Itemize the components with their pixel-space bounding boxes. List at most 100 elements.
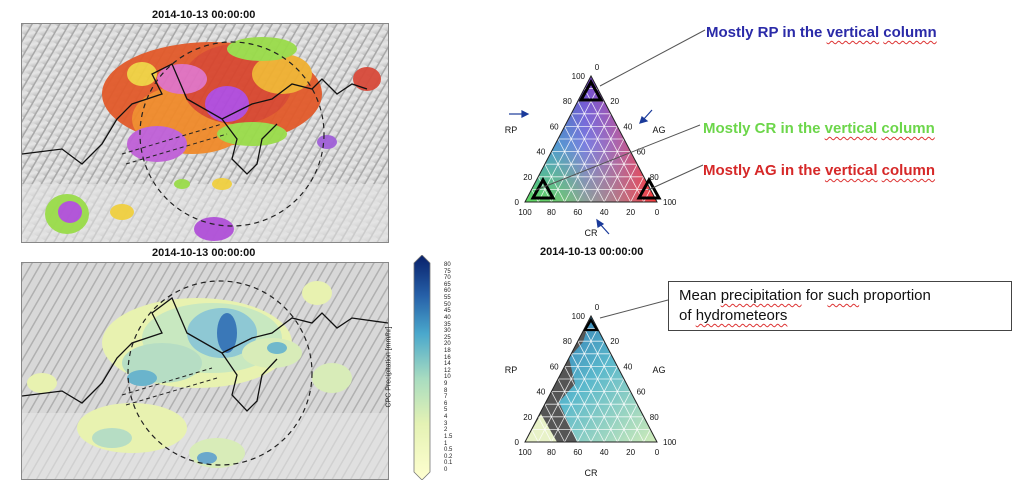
ternary-left-tick: 100 <box>572 72 586 81</box>
ternary-left-tick: 0 <box>515 438 520 447</box>
annotation-cr-word2: column <box>881 120 935 137</box>
mean-box-l2u: hydrometeors <box>695 307 788 324</box>
colorbar-tick-label: 20 <box>444 341 451 348</box>
ternary-grid-line <box>564 353 612 443</box>
ternary-top-svg: 0 0 20 40 60 80 100 20 40 60 80 100 100 80 60 40 20 0 RP AG… <box>505 63 677 238</box>
ternary-left-tick: 60 <box>550 122 559 131</box>
ternary-timestamp: 2014-10-13 00:00:00 <box>540 246 644 258</box>
annotation-ag-word1: vertical <box>824 162 878 179</box>
colorbar-tick-label: 35 <box>444 321 451 328</box>
ternary-bottom-tick: 0 <box>655 208 660 217</box>
colorbar-tick-label: 0.5 <box>444 447 453 454</box>
ternary-grid-line <box>564 113 612 203</box>
rp-corner-highlight <box>578 78 604 102</box>
colorbar-tick-label: 18 <box>444 347 451 354</box>
top-map <box>21 23 389 243</box>
ternary-grid-line <box>551 341 605 443</box>
ternary-left-tick: 40 <box>536 388 545 397</box>
ternary-bottom-tick: 100 <box>518 448 532 457</box>
ternary-grid-line <box>617 164 638 203</box>
ternary-bottom-tick: 40 <box>600 448 609 457</box>
colorbar-tick-label: 2 <box>444 427 448 434</box>
colorbar-tick-label: 55 <box>444 295 451 302</box>
colorbar-tick-label: 60 <box>444 288 451 295</box>
ternary-grid-line <box>570 113 618 203</box>
colorbar-tick-label: 70 <box>444 275 451 282</box>
mean-box-l1c: proportion <box>859 287 931 304</box>
ternary-right-tick: 80 <box>650 173 659 182</box>
ternary-left-tick: 0 <box>515 198 520 207</box>
colorbar-tick-label: 14 <box>444 361 451 368</box>
annotation-rp-text: Mostly RP in the <box>706 24 827 41</box>
mean-box-line2: of hydrometeors <box>679 306 1001 326</box>
top-map-timestamp: 2014-10-13 00:00:00 <box>152 9 256 21</box>
mean-box-l2a: of <box>679 307 696 324</box>
bottom-map <box>21 262 389 480</box>
colorbar-tick-label: 80 <box>444 262 451 268</box>
ternary-left-tick: 80 <box>563 337 572 346</box>
annotation-rp: Mostly RP in the vertical column <box>706 24 937 41</box>
ternary-grid-line <box>643 189 651 203</box>
ternary-bottom-svg: 0 0 20 40 60 80 100 20 40 60 80 100 100 80 60 40 20 0 RP AG… <box>505 303 677 478</box>
ternary-grid-line <box>557 378 592 443</box>
colorbar-tick-label: 65 <box>444 281 451 288</box>
ternary-right-tick: 40 <box>623 362 632 371</box>
ternary-right-tick: 100 <box>663 198 677 207</box>
ternary-left-tick: 100 <box>572 312 586 321</box>
ternary-grid-line <box>617 404 638 443</box>
top-map-image <box>22 24 388 242</box>
mean-callout-line <box>599 299 669 319</box>
ternary-bottom-tick: 80 <box>547 208 556 217</box>
ternary-left-tick: 60 <box>550 362 559 371</box>
ternary-bottom-grid <box>531 328 651 443</box>
colorbar-tick-label: 50 <box>444 301 451 308</box>
ternary-grid-line <box>577 341 631 443</box>
ternary-top-grid <box>531 88 651 203</box>
bottom-map-image <box>22 263 388 479</box>
annotation-ag: Mostly AG in the vertical column <box>703 162 935 179</box>
ternary-left-tick: 80 <box>563 97 572 106</box>
colorbar-tick-label: 3 <box>444 420 448 427</box>
ternary-label-rp: RP <box>505 365 518 375</box>
ternary-bottom: 0 0 20 40 60 80 100 20 40 60 80 100 100 80 60 40 20 0 RP AG… <box>497 292 687 482</box>
ternary-label-ag: AG <box>652 125 665 135</box>
ternary-bottom-tick: 40 <box>600 208 609 217</box>
ternary-right-tick: 60 <box>637 388 646 397</box>
colorbar-tick-label: 8 <box>444 387 448 394</box>
colorbar-tick-label: 12 <box>444 367 451 374</box>
ternary-label-cr: CR <box>585 468 598 478</box>
colorbar-tick-label: 75 <box>444 268 451 275</box>
ternary-apex-tick: 0 <box>595 303 600 312</box>
colorbar-tick-label: 16 <box>444 354 451 361</box>
ternary-grid-line <box>570 353 618 443</box>
ternary-label-cr: CR <box>585 228 598 238</box>
ternary-left-tick: 40 <box>536 148 545 157</box>
bottom-map-timestamp: 2014-10-13 00:00:00 <box>152 247 256 259</box>
ternary-right-tick: 100 <box>663 438 677 447</box>
annotation-rp-word1: vertical <box>826 24 880 41</box>
annotation-ag-word2: column <box>881 162 936 179</box>
ternary-bottom-tick: 0 <box>655 448 660 457</box>
ternary-bottom-tick: 60 <box>573 448 582 457</box>
colorbar-tick-label: 40 <box>444 314 451 321</box>
ternary-grid-line <box>557 138 592 203</box>
ternary-right-tick: 20 <box>610 337 619 346</box>
ternary-grid-line <box>544 404 565 443</box>
ternary-label-ag: AG <box>652 365 665 375</box>
ternary-grid-line <box>577 101 631 203</box>
ternary-right-tick: 20 <box>610 97 619 106</box>
colorbar-tick-label: 9 <box>444 381 448 388</box>
mean-box-l1b: for <box>801 287 828 304</box>
ternary-right-tick: 80 <box>650 413 659 422</box>
ternary-top: 0 0 20 40 60 80 100 20 40 60 80 100 100 80 60 40 20 0 RP AG… <box>497 52 687 242</box>
colorbar-tick-label: 1.5 <box>444 433 453 440</box>
ternary-grid-line <box>590 378 625 443</box>
ternary-bottom-tick: 60 <box>573 208 582 217</box>
annotation-rp-word2: column <box>883 24 937 41</box>
colorbar-tick-label: 0.1 <box>444 460 453 467</box>
cr-callout-line <box>535 124 701 191</box>
colorbar-tick-label: 10 <box>444 374 451 381</box>
ternary-label-rp: RP <box>505 125 518 135</box>
colorbar <box>408 254 438 481</box>
